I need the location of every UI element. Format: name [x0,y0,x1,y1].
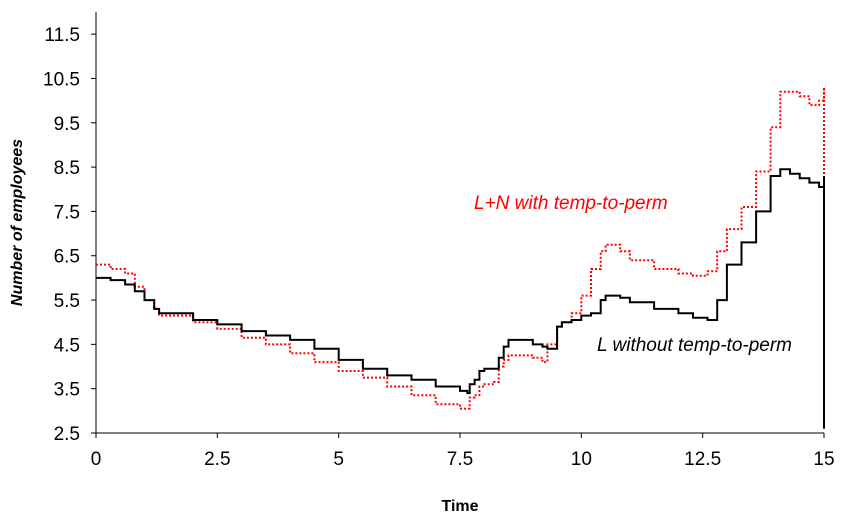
x-tick-label: 5 [333,449,344,470]
x-tick-label: 7.5 [447,449,473,470]
series-line-ln-with-temp-to-perm [96,87,825,429]
y-tick-label: 8.5 [54,158,80,179]
ticks: 2.5 3.5 4.5 5.5 6.5 7.5 8.5 9.5 10.5 11.5 0 2.5 5 7.5… [43,25,835,470]
y-tick-label: 7.5 [54,202,80,223]
annotation-l-without-temp-to-perm: L without temp-to-perm [597,335,792,356]
y-tick-label: 9.5 [54,114,80,135]
y-tick-label: 11.5 [44,25,80,46]
series-layer [96,87,825,429]
y-tick-label: 6.5 [54,247,80,268]
series-line-l-without-temp-to-perm [96,168,825,429]
x-tick-label: 0 [91,449,102,470]
x-tick-label: 2.5 [204,449,230,470]
y-tick-label: 3.5 [54,380,80,401]
x-tick-label: 12.5 [684,449,721,470]
y-tick-label: 2.5 [54,424,80,445]
y-tick-label: 5.5 [54,291,80,312]
y-tick-label: 10.5 [43,69,80,90]
x-tick-label: 10 [571,449,592,470]
x-tick-label: 15 [813,449,834,470]
annotation-ln-with-temp-to-perm: L+N with temp-to-perm [474,193,668,214]
axes [95,12,824,434]
y-axis-title: Number of employees [9,139,26,306]
x-axis-title: Time [441,498,478,515]
y-tick-label: 4.5 [54,335,80,356]
